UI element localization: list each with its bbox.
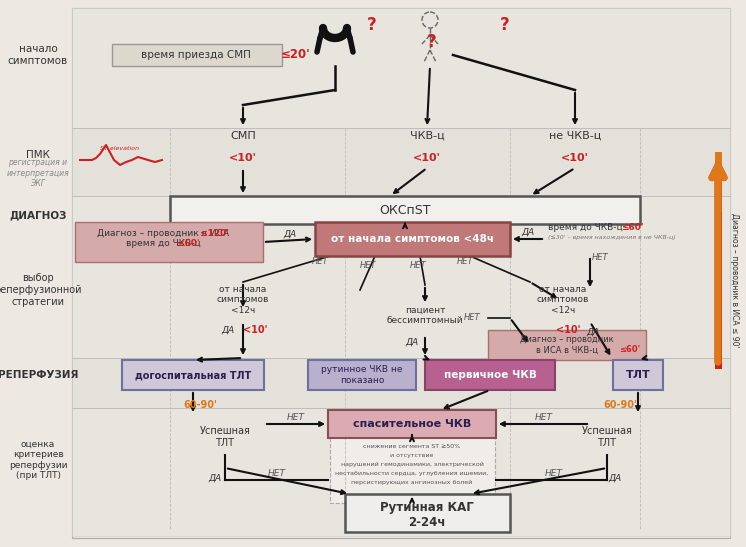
Text: ДА: ДА — [208, 474, 222, 482]
Text: Диагноз – проводник: Диагноз – проводник — [520, 335, 614, 345]
Text: НЕТ: НЕТ — [592, 253, 608, 263]
Bar — [613, 360, 663, 390]
Text: ?: ? — [500, 16, 510, 34]
Text: НЕТ: НЕТ — [535, 414, 553, 422]
Text: ST elevation: ST elevation — [101, 146, 140, 150]
Text: ДА: ДА — [521, 228, 535, 236]
Bar — [328, 410, 496, 438]
Text: от начала
симптомов
<12ч: от начала симптомов <12ч — [537, 285, 589, 315]
Text: нестабильности сердца, углубления ишемии,: нестабильности сердца, углубления ишемии… — [336, 470, 489, 475]
Bar — [170, 196, 640, 224]
Text: ≤20': ≤20' — [281, 49, 311, 61]
Text: ≤120': ≤120' — [97, 229, 229, 237]
Text: <10': <10' — [242, 325, 267, 335]
Bar — [488, 330, 646, 360]
Text: ДИАГНОЗ: ДИАГНОЗ — [9, 210, 66, 220]
Bar — [72, 128, 730, 196]
Text: <10': <10' — [229, 153, 257, 163]
Text: от начала
симптомов
<12ч: от начала симптомов <12ч — [217, 285, 269, 315]
Text: <10': <10' — [413, 153, 441, 163]
Text: Диагноз – проводник в ИСА ≤ 90': Диагноз – проводник в ИСА ≤ 90' — [730, 213, 739, 347]
Text: НЕТ: НЕТ — [545, 468, 563, 478]
Text: пациент
бессимптомный: пациент бессимптомный — [386, 305, 463, 325]
Text: догоспитальная ТЛТ: догоспитальная ТЛТ — [135, 370, 251, 380]
Text: регистрация и
интерпретация
ЭКГ: регистрация и интерпретация ЭКГ — [7, 158, 69, 188]
Text: НЕТ: НЕТ — [312, 258, 328, 266]
Bar — [425, 360, 555, 390]
Text: оценка
критериев
реперфузии
(при ТЛТ): оценка критериев реперфузии (при ТЛТ) — [9, 440, 67, 480]
Text: 2-24ч: 2-24ч — [408, 515, 446, 528]
Text: ОКСпST: ОКСпST — [379, 203, 430, 217]
Text: Успешная
ТЛТ: Успешная ТЛТ — [200, 426, 251, 448]
Bar — [345, 494, 510, 532]
Text: НЕТ: НЕТ — [360, 261, 376, 271]
Text: ≤60': ≤60' — [619, 346, 641, 354]
Bar — [72, 8, 730, 128]
Text: НЕТ: НЕТ — [464, 313, 480, 323]
Bar — [72, 358, 730, 408]
Text: НЕТ: НЕТ — [268, 468, 286, 478]
Text: НЕТ: НЕТ — [457, 258, 473, 266]
Bar — [72, 8, 730, 538]
Text: ДА: ДА — [586, 328, 600, 336]
Text: время до ЧКВ-ц: время до ЧКВ-ц — [125, 240, 201, 248]
Text: Рутинная КАГ: Рутинная КАГ — [380, 502, 474, 515]
Text: Диагноз – проводник в ИСА: Диагноз – проводник в ИСА — [97, 229, 229, 237]
Text: НЕТ: НЕТ — [287, 414, 305, 422]
Bar — [315, 222, 510, 256]
Text: ДА: ДА — [222, 325, 234, 335]
Text: начало
симптомов: начало симптомов — [8, 44, 68, 66]
Text: ПМК: ПМК — [26, 150, 50, 160]
Bar — [72, 408, 730, 536]
Text: не ЧКВ-ц: не ЧКВ-ц — [549, 131, 601, 141]
Text: выбор
реперфузионной
стратегии: выбор реперфузионной стратегии — [0, 274, 82, 307]
Text: Успешная
ТЛТ: Успешная ТЛТ — [582, 426, 633, 448]
Text: ?: ? — [427, 33, 437, 51]
Text: персистирующих ангинозных болей: персистирующих ангинозных болей — [351, 479, 473, 485]
Text: ДА: ДА — [609, 474, 621, 482]
Text: (≤30' – время нахождения в не ЧКВ-ц): (≤30' – время нахождения в не ЧКВ-ц) — [548, 236, 676, 241]
Text: НЕТ: НЕТ — [410, 260, 426, 270]
Text: время приезда СМП: время приезда СМП — [141, 50, 251, 60]
Bar — [122, 360, 264, 390]
Text: ≤60': ≤60' — [127, 240, 199, 248]
Text: <10': <10' — [556, 325, 580, 335]
Text: <10': <10' — [561, 153, 589, 163]
Text: и отсутствие: и отсутствие — [390, 452, 433, 457]
Text: ТЛТ: ТЛТ — [626, 370, 651, 380]
Text: 60-90': 60-90' — [183, 400, 217, 410]
Text: ДА: ДА — [405, 337, 419, 346]
Text: в ИСА в ЧКВ-ц: в ИСА в ЧКВ-ц — [536, 346, 598, 354]
Text: ЧКВ-ц: ЧКВ-ц — [410, 131, 445, 141]
Text: РЕПЕРФУЗИЯ: РЕПЕРФУЗИЯ — [0, 370, 78, 380]
Text: от начала симптомов <48ч: от начала симптомов <48ч — [330, 234, 493, 244]
Text: снижение сегмента ST ≥50%: снижение сегмента ST ≥50% — [363, 444, 460, 449]
Bar — [112, 44, 282, 66]
Bar — [75, 222, 263, 262]
Text: время до ЧКВ-ц: время до ЧКВ-ц — [548, 224, 623, 232]
Text: СМП: СМП — [230, 131, 256, 141]
Bar — [72, 196, 730, 358]
Text: первичное ЧКВ: первичное ЧКВ — [444, 370, 536, 380]
Text: нарушений гемодинамики, электрической: нарушений гемодинамики, электрической — [341, 462, 483, 467]
Text: ≤60': ≤60' — [621, 224, 643, 232]
Text: рутинное ЧКВ не
показано: рутинное ЧКВ не показано — [322, 365, 403, 385]
Text: ДА: ДА — [283, 230, 297, 238]
Bar — [308, 360, 416, 390]
Text: ?: ? — [367, 16, 377, 34]
Text: спасительное ЧКВ: спасительное ЧКВ — [353, 419, 471, 429]
Text: 60-90': 60-90' — [603, 400, 637, 410]
Bar — [330, 435, 495, 503]
